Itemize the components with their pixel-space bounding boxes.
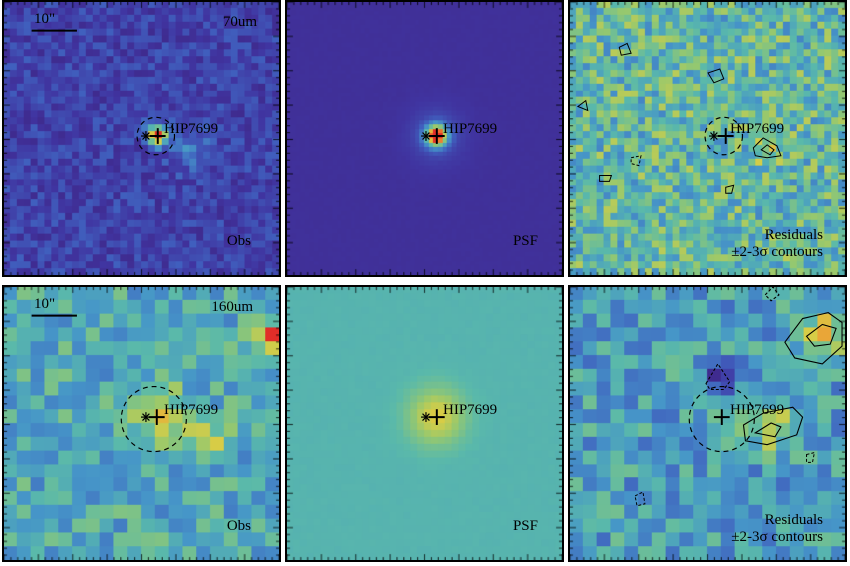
obs-70um-overlay — [31, 29, 176, 156]
cross-marker — [149, 128, 166, 144]
contour — [742, 406, 804, 446]
contour — [707, 68, 725, 84]
band-label-70um: 70um — [222, 14, 257, 30]
psf-160um-image — [287, 287, 562, 560]
panel-70um-psf: HIP7699 PSF — [285, 0, 564, 277]
obs-label: Obs — [226, 233, 251, 249]
target-label: HIP7699 — [730, 121, 785, 137]
contour — [805, 323, 837, 347]
band-label-160um: 160um — [211, 299, 253, 315]
residuals-label: Residuals ±2-3σ contours — [731, 227, 823, 261]
obs-160um-image — [4, 287, 279, 560]
star-marker — [141, 131, 151, 141]
contour — [576, 99, 589, 112]
contour — [634, 491, 646, 507]
contour — [753, 422, 782, 438]
psf-70um-overlay — [421, 128, 445, 144]
res-160um-image — [570, 287, 845, 560]
psf-160um-overlay — [421, 409, 445, 425]
panel-160um-obs: 10" 160um HIP7699 Obs — [2, 285, 281, 562]
contour — [764, 287, 780, 302]
contour — [630, 155, 642, 167]
panel-70um-obs: 10" 70um HIP7699 Obs — [2, 0, 281, 277]
star-marker — [708, 131, 719, 141]
cross-marker — [713, 409, 730, 425]
panel-160um-residuals: HIP7699 Residuals ±2-3σ contours — [568, 285, 847, 562]
target-label: HIP7699 — [730, 402, 785, 418]
psf-label: PSF — [512, 233, 538, 249]
contour — [760, 144, 775, 156]
aperture-circle — [704, 116, 744, 156]
cross-marker — [717, 128, 734, 144]
cross-marker — [428, 128, 445, 144]
target-label: HIP7699 — [443, 402, 498, 418]
contour — [599, 174, 613, 182]
res-70um-image — [570, 2, 845, 275]
residuals-label: Residuals ±2-3σ contours — [731, 512, 823, 546]
residuals-title: Residuals — [764, 227, 823, 243]
cross-marker — [428, 409, 445, 425]
obs-label: Obs — [226, 518, 251, 534]
scale-bar-label: 10" — [34, 296, 56, 312]
contour — [705, 362, 731, 391]
residuals-title: Residuals — [764, 512, 823, 528]
contour — [806, 451, 816, 463]
obs-160um-overlay — [31, 314, 187, 453]
contour — [618, 42, 632, 56]
contour — [725, 184, 735, 194]
aperture-circle — [120, 385, 187, 453]
contours-note: ±2-3σ contours — [731, 244, 823, 260]
panel-160um-psf: HIP7699 PSF — [285, 285, 564, 562]
res-70um-overlay — [576, 42, 782, 194]
target-label: HIP7699 — [164, 121, 219, 137]
target-label: HIP7699 — [443, 121, 498, 137]
target-label: HIP7699 — [164, 402, 219, 418]
panel-70um-residuals: HIP7699 Residuals ±2-3σ contours — [568, 0, 847, 277]
contour — [752, 137, 782, 159]
contour — [784, 312, 843, 365]
obs-70um-image — [4, 2, 279, 275]
scale-bar-label: 10" — [34, 11, 56, 27]
cross-marker — [148, 409, 165, 425]
psf-70um-image — [287, 2, 562, 275]
contours-note: ±2-3σ contours — [731, 529, 823, 545]
psf-label: PSF — [512, 518, 538, 534]
aperture-circle — [136, 116, 176, 156]
res-160um-overlay — [634, 287, 843, 507]
